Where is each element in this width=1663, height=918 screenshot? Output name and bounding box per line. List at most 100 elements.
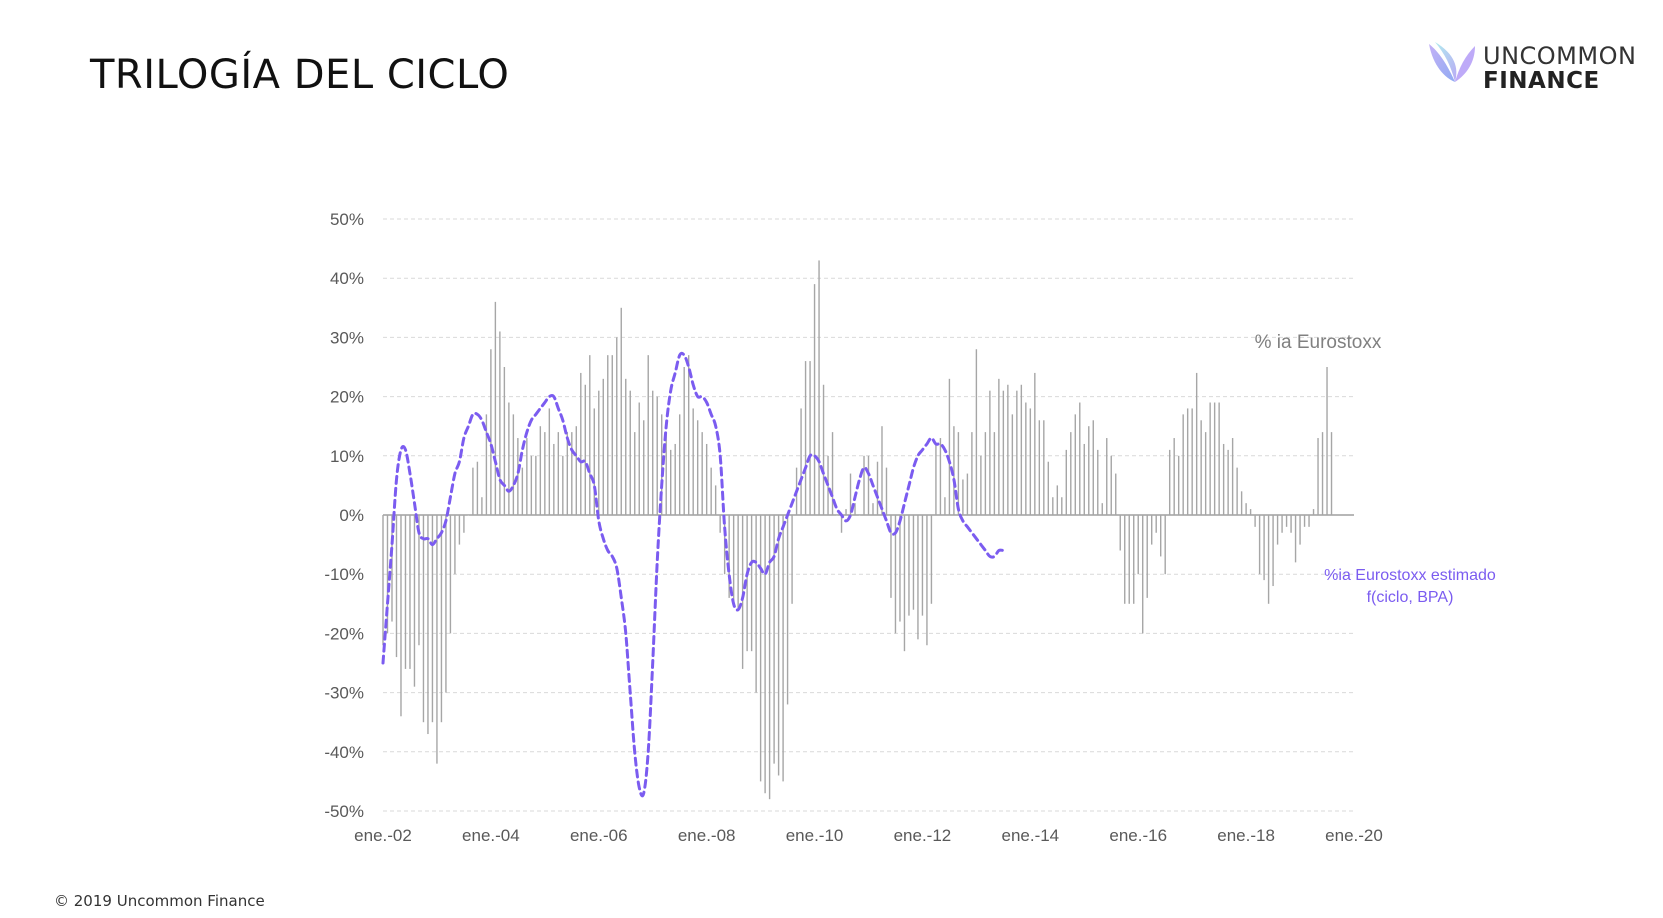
bar (562, 455, 564, 515)
bar (953, 426, 955, 515)
bar (782, 515, 784, 782)
bar (503, 367, 506, 515)
bar (863, 455, 865, 515)
bar (836, 515, 838, 516)
bar (409, 515, 411, 669)
y-tick-label: -50% (324, 802, 364, 821)
bar (404, 515, 407, 669)
bar (508, 402, 510, 515)
bar (1011, 414, 1014, 515)
y-tick-label: 30% (330, 328, 364, 347)
bar (647, 355, 649, 515)
bar (553, 443, 555, 515)
bar (1047, 461, 1050, 515)
x-tick-label: ene.-08 (678, 826, 736, 845)
bar (1164, 515, 1166, 575)
bar (620, 307, 622, 515)
bar (1182, 414, 1184, 515)
bar (1043, 420, 1045, 515)
bar (629, 390, 631, 515)
bar (845, 509, 847, 515)
bar (980, 455, 982, 515)
bar (593, 408, 595, 515)
x-tick-label: ene.-12 (894, 826, 952, 845)
bar (1092, 420, 1094, 515)
bar (1317, 438, 1319, 515)
bar (521, 467, 524, 515)
bar (912, 515, 915, 610)
bar (643, 420, 645, 515)
x-axis: ene.-02 ene.-04 ene.-06 ene.-08 ene.-10 ene.-… (354, 826, 1383, 845)
bar (1101, 503, 1103, 515)
bar (750, 515, 753, 652)
bar (1070, 432, 1072, 515)
bar (1204, 432, 1207, 515)
bar (759, 515, 762, 782)
bar (926, 515, 928, 646)
bar (822, 384, 825, 515)
bar (786, 515, 789, 705)
bar (854, 503, 856, 515)
bar (431, 515, 434, 723)
bar (683, 367, 685, 515)
bar (1061, 497, 1063, 515)
bar (436, 515, 438, 764)
x-tick-label: ene.-14 (1001, 826, 1059, 845)
bar (1191, 408, 1193, 515)
bar (1258, 515, 1261, 575)
bar (1128, 515, 1130, 604)
bar (705, 443, 708, 515)
bar (701, 432, 703, 515)
bar (773, 515, 775, 764)
bar (1124, 515, 1126, 604)
bar (800, 408, 802, 515)
bar (440, 515, 443, 723)
bar (714, 485, 717, 515)
bar (984, 432, 987, 515)
bar (1285, 515, 1288, 527)
y-tick-label: 10% (330, 447, 364, 466)
bar (876, 461, 879, 515)
bar (1213, 402, 1216, 515)
annotation-estimated-line2: f(ciclo, BPA) (1367, 589, 1454, 606)
bar (1052, 497, 1054, 515)
bar (993, 432, 996, 515)
bar (463, 515, 465, 533)
bar (413, 515, 416, 687)
bar (1168, 449, 1171, 515)
bar (427, 515, 429, 735)
bar (575, 426, 578, 515)
bar (737, 515, 739, 610)
bar (719, 515, 721, 533)
bar (813, 284, 816, 515)
bar (1254, 515, 1256, 527)
bar (957, 432, 960, 515)
bar (678, 414, 681, 515)
bar (625, 378, 627, 515)
bar (584, 384, 586, 515)
bar (535, 455, 537, 515)
bar (944, 497, 946, 515)
bar (755, 515, 757, 693)
bar (548, 408, 551, 515)
bar (1142, 515, 1144, 634)
bar (1249, 509, 1252, 515)
bar (670, 449, 672, 515)
bar (998, 378, 1000, 515)
bar (481, 497, 483, 515)
logo-text-line1: UNCOMMON (1483, 42, 1637, 70)
brand-logo: UNCOMMON FINANCE (1425, 38, 1655, 98)
bar (526, 438, 528, 515)
bar (422, 515, 425, 723)
bar (764, 515, 766, 794)
bar (885, 467, 888, 515)
bar (449, 515, 452, 634)
bar (494, 301, 497, 515)
bar (454, 515, 456, 575)
bar (1321, 432, 1324, 515)
bar (512, 414, 515, 515)
bar (1029, 408, 1032, 515)
bar (616, 337, 618, 515)
logo-text-line2: FINANCE (1483, 68, 1600, 94)
x-tick-label: ene.-16 (1109, 826, 1167, 845)
